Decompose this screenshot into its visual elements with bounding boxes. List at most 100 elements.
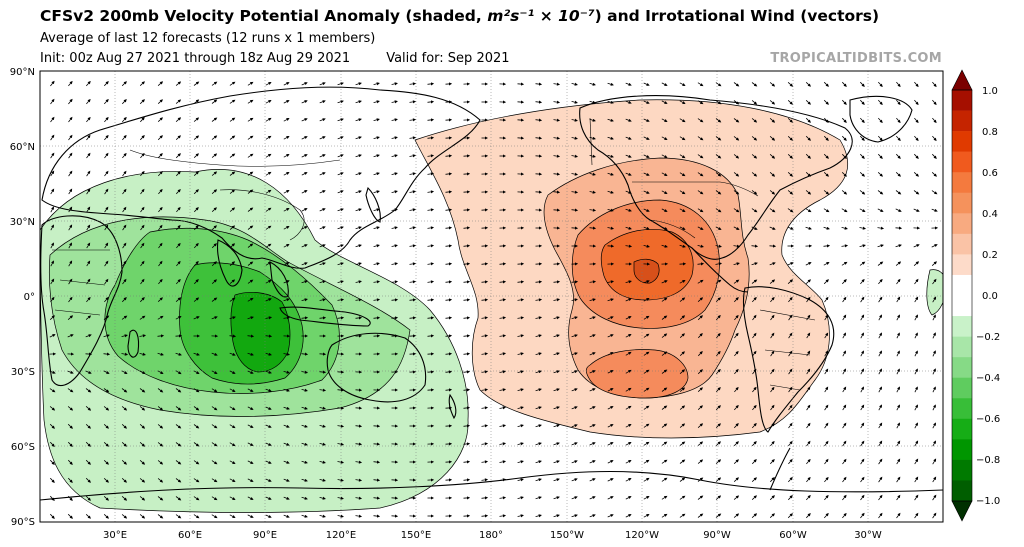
wind-vector: [373, 298, 381, 302]
wind-vector: [914, 81, 919, 88]
wind-vector: [553, 118, 561, 122]
wind-vector: [176, 224, 181, 231]
wind-vector: [140, 297, 145, 303]
wind-vector: [499, 370, 507, 374]
wind-vector: [823, 208, 830, 213]
wind-vector: [824, 350, 829, 357]
wind-vector: [697, 262, 705, 266]
colorbar-segments: [952, 90, 972, 502]
wind-vector: [733, 441, 739, 447]
wind-vector: [625, 172, 632, 176]
wind-vector: [319, 388, 327, 392]
wind-vector: [481, 406, 489, 410]
wind-vector: [463, 442, 471, 446]
wind-vector: [806, 296, 811, 303]
wind-vectors: [49, 80, 939, 519]
wind-vector: [301, 190, 308, 194]
wind-vector: [373, 82, 380, 86]
wind-vector: [319, 154, 326, 158]
wind-vector: [427, 118, 435, 122]
wind-vector: [625, 351, 632, 356]
wind-vector: [805, 172, 811, 177]
wind-vector: [535, 334, 542, 338]
wind-vector: [914, 296, 919, 303]
wind-vector: [265, 406, 272, 410]
wind-vector: [427, 244, 435, 248]
wind-vector: [319, 226, 326, 230]
wind-vector: [697, 136, 704, 141]
wind-vector: [806, 386, 811, 393]
wind-vector: [265, 100, 272, 104]
wind-vector: [211, 442, 218, 447]
wind-vector: [752, 459, 757, 465]
wind-vector: [68, 134, 73, 141]
wind-vector: [914, 422, 918, 429]
wind-vector: [122, 278, 127, 285]
wind-vector: [445, 352, 453, 356]
wind-vector: [121, 406, 128, 411]
contour-pos-0.5: [633, 258, 660, 284]
wind-vector: [463, 262, 471, 266]
wind-vector: [140, 117, 145, 123]
wind-vector: [301, 388, 308, 392]
colorbar: 1.0 0.8 0.6 0.4 0.2 0.0 −0.2 −0.4 −0.6 −…: [951, 69, 1000, 522]
wind-vector: [229, 225, 236, 230]
wind-vector: [175, 478, 182, 483]
wind-vector: [86, 80, 91, 87]
wind-vector: [301, 262, 308, 266]
wind-vector: [589, 136, 596, 140]
wind-vector: [319, 460, 326, 464]
wind-vector: [373, 460, 381, 464]
wind-vector: [193, 388, 200, 393]
wind-vector: [211, 279, 217, 284]
wind-vector: [229, 117, 236, 122]
wind-vector: [139, 406, 146, 411]
wind-vector: [140, 260, 145, 267]
wind-vector: [157, 297, 163, 302]
colorbar-tick: −1.0: [976, 496, 1000, 507]
wind-vector: [463, 352, 471, 356]
colorbar-segment: [952, 459, 972, 481]
wind-vector: [265, 316, 273, 320]
wind-vector: [481, 388, 489, 392]
wind-vector: [193, 352, 200, 356]
wind-vector: [842, 422, 847, 429]
wind-vector: [697, 208, 704, 213]
wind-vector: [355, 118, 362, 122]
wind-vector: [193, 442, 200, 447]
wind-vector: [193, 297, 200, 302]
wind-vector: [121, 388, 128, 393]
wind-vector: [481, 316, 489, 320]
wind-vector: [122, 134, 127, 141]
wind-vector: [734, 368, 739, 375]
wind-vector: [157, 370, 164, 374]
wind-vector: [319, 442, 326, 446]
wind-vector: [157, 334, 165, 338]
wind-vector: [104, 170, 109, 177]
wind-vector: [391, 100, 398, 104]
wind-vector: [175, 81, 182, 86]
wind-vector: [589, 100, 596, 104]
wind-vector: [481, 334, 489, 338]
wind-vector: [103, 370, 110, 374]
wind-vector: [661, 172, 668, 176]
wind-vector: [625, 298, 632, 302]
wind-vector: [824, 314, 829, 321]
wind-vector: [211, 424, 218, 429]
wind-vector: [896, 153, 901, 159]
wind-vector: [499, 316, 507, 320]
wind-vector: [914, 386, 918, 393]
wind-vector: [68, 459, 73, 465]
colorbar-tick: −0.6: [976, 414, 1000, 425]
wind-vector: [842, 404, 847, 411]
wind-vector: [842, 458, 847, 465]
wind-vector: [139, 460, 146, 465]
wind-vector: [301, 172, 308, 176]
wind-vector: [229, 370, 236, 374]
wind-vector: [842, 440, 847, 447]
lat-label: 60°N: [10, 142, 35, 153]
wind-vector: [751, 82, 758, 87]
wind-vector: [373, 190, 380, 194]
wind-vector: [589, 172, 596, 176]
wind-vector: [661, 136, 668, 140]
